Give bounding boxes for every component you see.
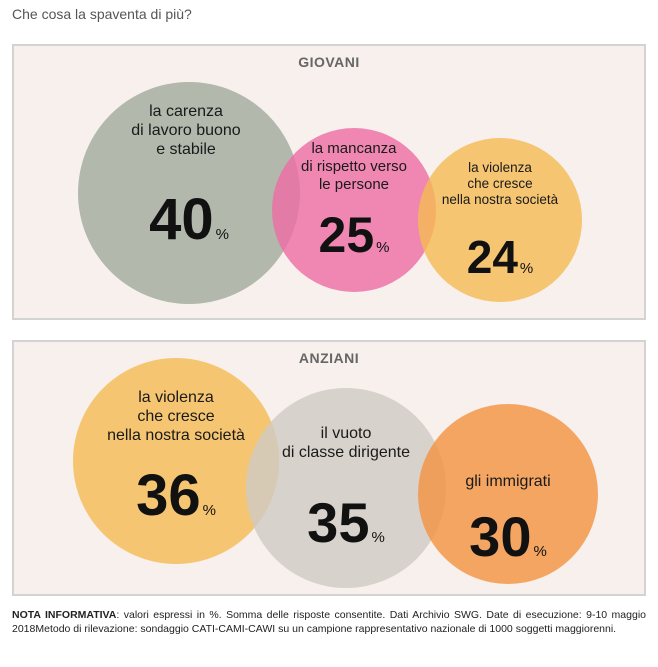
panel-anziani: ANZIANI la violenza che cresce nella nos…: [12, 340, 646, 596]
value-carenza-lavoro: 40%: [114, 186, 264, 253]
value-number: 24: [466, 231, 518, 283]
value-unit: %: [202, 502, 216, 519]
panel-giovani: GIOVANI la carenza di lavoro buono e sta…: [12, 44, 646, 320]
footnote-label: NOTA INFORMATIVA: [12, 609, 117, 621]
label-line: la carenza: [149, 103, 223, 120]
label-line: di rispetto verso: [301, 158, 407, 175]
value-unit: %: [215, 226, 229, 243]
label-violenza-anziani: la violenza che cresce nella nostra soci…: [96, 388, 256, 446]
value-mancanza-rispetto: 25%: [294, 206, 414, 264]
label-line: di lavoro buono: [131, 122, 241, 140]
label-line: che cresce: [137, 408, 215, 426]
label-mancanza-rispetto: la mancanza di rispetto verso le persone: [284, 140, 424, 194]
label-violenza-giovani: la violenza che cresce nella nostra soci…: [430, 160, 570, 209]
label-immigrati: gli immigrati: [438, 472, 578, 491]
label-line: la violenza: [138, 389, 214, 406]
bubble-immigrati: [418, 404, 598, 584]
value-unit: %: [533, 543, 547, 560]
value-number: 36: [136, 463, 201, 528]
label-line: la mancanza: [311, 140, 397, 157]
label-line: nella nostra società: [107, 427, 245, 445]
panel-title-giovani: GIOVANI: [298, 54, 360, 70]
value-violenza-giovani: 24%: [440, 230, 560, 284]
value-number: 30: [469, 505, 532, 568]
footnote: NOTA INFORMATIVA: valori espressi in %. …: [12, 608, 646, 637]
value-immigrati: 30%: [448, 504, 568, 569]
panel-title-anziani: ANZIANI: [298, 350, 360, 366]
bubble-violenza-anziani: [73, 358, 279, 564]
value-unit: %: [371, 529, 385, 546]
label-line: le persone: [318, 176, 390, 193]
label-line: nella nostra società: [441, 192, 559, 208]
value-unit: %: [519, 260, 534, 277]
value-number: 35: [307, 491, 370, 554]
label-vuoto-classe: il vuoto di classe dirigente: [266, 424, 426, 462]
label-line: il vuoto: [320, 425, 372, 442]
bubble-mancanza-rispetto: [272, 128, 436, 292]
bubble-carenza-lavoro: [78, 82, 300, 304]
label-line: la violenza: [468, 160, 532, 175]
value-number: 40: [149, 187, 214, 252]
value-number: 25: [318, 207, 375, 263]
bubble-vuoto-classe: [246, 388, 446, 588]
value-vuoto-classe: 35%: [286, 490, 406, 555]
value-unit: %: [376, 239, 390, 256]
value-violenza-anziani: 36%: [106, 462, 246, 529]
label-carenza-lavoro: la carenza di lavoro buono e stabile: [106, 102, 266, 160]
label-line: gli immigrati: [465, 473, 551, 490]
label-line: di classe dirigente: [281, 444, 411, 462]
question-title: Che cosa la spaventa di più?: [12, 6, 192, 22]
label-line: che cresce: [467, 176, 533, 192]
footnote-text: : valori espressi in %. Somma delle risp…: [12, 609, 646, 636]
label-line: e stabile: [156, 141, 216, 159]
bubble-violenza-giovani: [418, 138, 582, 302]
